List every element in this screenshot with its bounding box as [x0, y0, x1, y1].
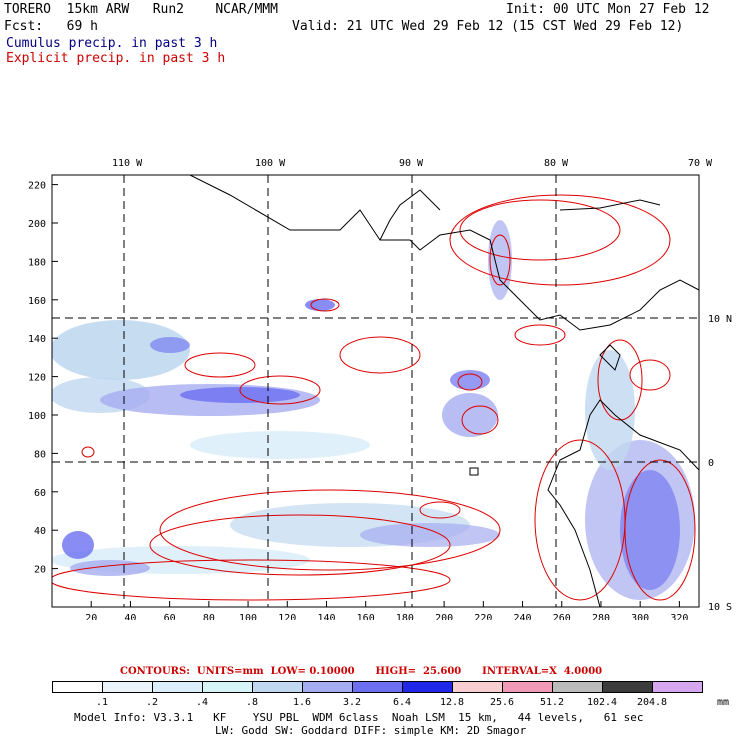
x-tick-label: 80: [203, 613, 215, 620]
x-tick-label: 220: [474, 613, 492, 620]
colorbar-swatch: [202, 681, 253, 693]
x-tick-label: 200: [435, 613, 453, 620]
lat-label-10s: 10 S: [708, 602, 732, 613]
y-tick-label: 80: [34, 449, 46, 460]
y-tick-label: 180: [28, 257, 46, 268]
map-frame: [51, 174, 700, 608]
colorbar-label: .2: [145, 697, 159, 708]
x-tick-label: 320: [670, 613, 688, 620]
colorbar-unit: mm: [716, 697, 730, 708]
x-tick-label: 240: [514, 613, 532, 620]
colorbar-label: .8: [245, 697, 259, 708]
axis-ticks: [52, 184, 680, 607]
lat-lon-grid: [52, 175, 699, 607]
y-tick-label: 40: [34, 526, 46, 537]
colorbar-label: 102.4: [586, 697, 618, 708]
y-tick-label: 160: [28, 296, 46, 307]
lon-label-80w: 80 W: [544, 158, 569, 169]
colorbar-swatch: [452, 681, 503, 693]
colorbar-label: 3.2: [342, 697, 362, 708]
colorbar-label: 51.2: [539, 697, 565, 708]
colorbar-swatch: [302, 681, 353, 693]
forecast-hour: Fcst: 69 h: [4, 19, 98, 34]
colorbar-swatch: [152, 681, 203, 693]
cumulus-legend: Cumulus precip. in past 3 h: [6, 36, 218, 51]
valid-time: Valid: 21 UTC Wed 29 Feb 12 (15 CST Wed …: [292, 19, 684, 34]
colorbar-swatch: [602, 681, 653, 693]
x-tick-label: 260: [553, 613, 571, 620]
colorbar-swatch: [402, 681, 453, 693]
model-title: TORERO 15km ARW Run2 NCAR/MMM: [4, 2, 278, 17]
colorbar-label: 25.6: [489, 697, 515, 708]
colorbar-swatch: [352, 681, 403, 693]
colorbar-label: .4: [195, 697, 209, 708]
y-tick-label: 100: [28, 411, 46, 422]
init-time: Init: 00 UTC Mon 27 Feb 12: [506, 2, 710, 17]
y-tick-label: 200: [28, 219, 46, 230]
y-tick-label: 140: [28, 334, 46, 345]
lat-label-10n: 10 N: [708, 314, 732, 325]
y-tick-label: 220: [28, 181, 46, 192]
lat-label-0: 0: [708, 458, 714, 469]
colorbar-swatch: [502, 681, 553, 693]
x-tick-label: 140: [317, 613, 335, 620]
x-tick-label: 280: [592, 613, 610, 620]
lon-label-90w: 90 W: [399, 158, 424, 169]
lon-label-110w: 110 W: [112, 158, 143, 169]
x-tick-label: 300: [631, 613, 649, 620]
lon-label-100w: 100 W: [255, 158, 286, 169]
lon-label-70w: 70 W: [688, 158, 713, 169]
y-tick-labels: 220 200 180 160 140 120 100 80 60 40 20: [28, 181, 46, 576]
y-tick-label: 120: [28, 373, 46, 384]
x-tick-label: 100: [239, 613, 257, 620]
colorbar-label: 6.4: [392, 697, 412, 708]
colorbar-label: .1: [95, 697, 109, 708]
colorbar-label: 1.6: [292, 697, 312, 708]
cumulus-precip-shading: [52, 220, 695, 600]
precipitation-map: 110 W 100 W 90 W 80 W 70 W 10 N 0 10 S: [28, 158, 732, 620]
physics-info: LW: Godd SW: Goddard DIFF: simple KM: 2D…: [215, 724, 527, 737]
explicit-legend: Explicit precip. in past 3 h: [6, 51, 226, 66]
y-tick-label: 60: [34, 488, 46, 499]
coastline: [189, 175, 699, 607]
x-tick-labels: 20 40 60 80 100 120 140 160 180 200 220 240 260 280 30…: [85, 613, 688, 620]
explicit-precip-contours: [52, 194, 696, 601]
y-tick-label: 20: [34, 565, 46, 576]
colorbar-swatch: [52, 681, 103, 693]
x-tick-label: 120: [278, 613, 296, 620]
contours-info: CONTOURS: UNITS=mm LOW= 0.10000 HIGH= 25…: [120, 666, 603, 677]
x-tick-label: 180: [396, 613, 414, 620]
x-tick-label: 40: [124, 613, 136, 620]
colorbar-label: 204.8: [636, 697, 668, 708]
colorbar-swatch: [652, 681, 703, 693]
colorbar-swatch: [552, 681, 603, 693]
colorbar-swatch: [252, 681, 303, 693]
colorbar-swatch: [102, 681, 153, 693]
x-tick-label: 60: [164, 613, 176, 620]
model-info: Model Info: V3.3.1 KF YSU PBL WDM 6class…: [74, 711, 644, 724]
x-tick-label: 160: [357, 613, 375, 620]
colorbar-label: 12.8: [439, 697, 465, 708]
x-tick-label: 20: [85, 613, 97, 620]
